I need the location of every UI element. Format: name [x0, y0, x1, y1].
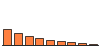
Bar [3, 29, 11, 45]
Bar [35, 38, 43, 45]
Bar [89, 44, 97, 45]
Bar [78, 43, 86, 45]
Bar [14, 33, 22, 45]
Bar [46, 40, 54, 45]
Bar [25, 36, 33, 45]
Bar [57, 41, 65, 45]
Bar [67, 42, 75, 45]
